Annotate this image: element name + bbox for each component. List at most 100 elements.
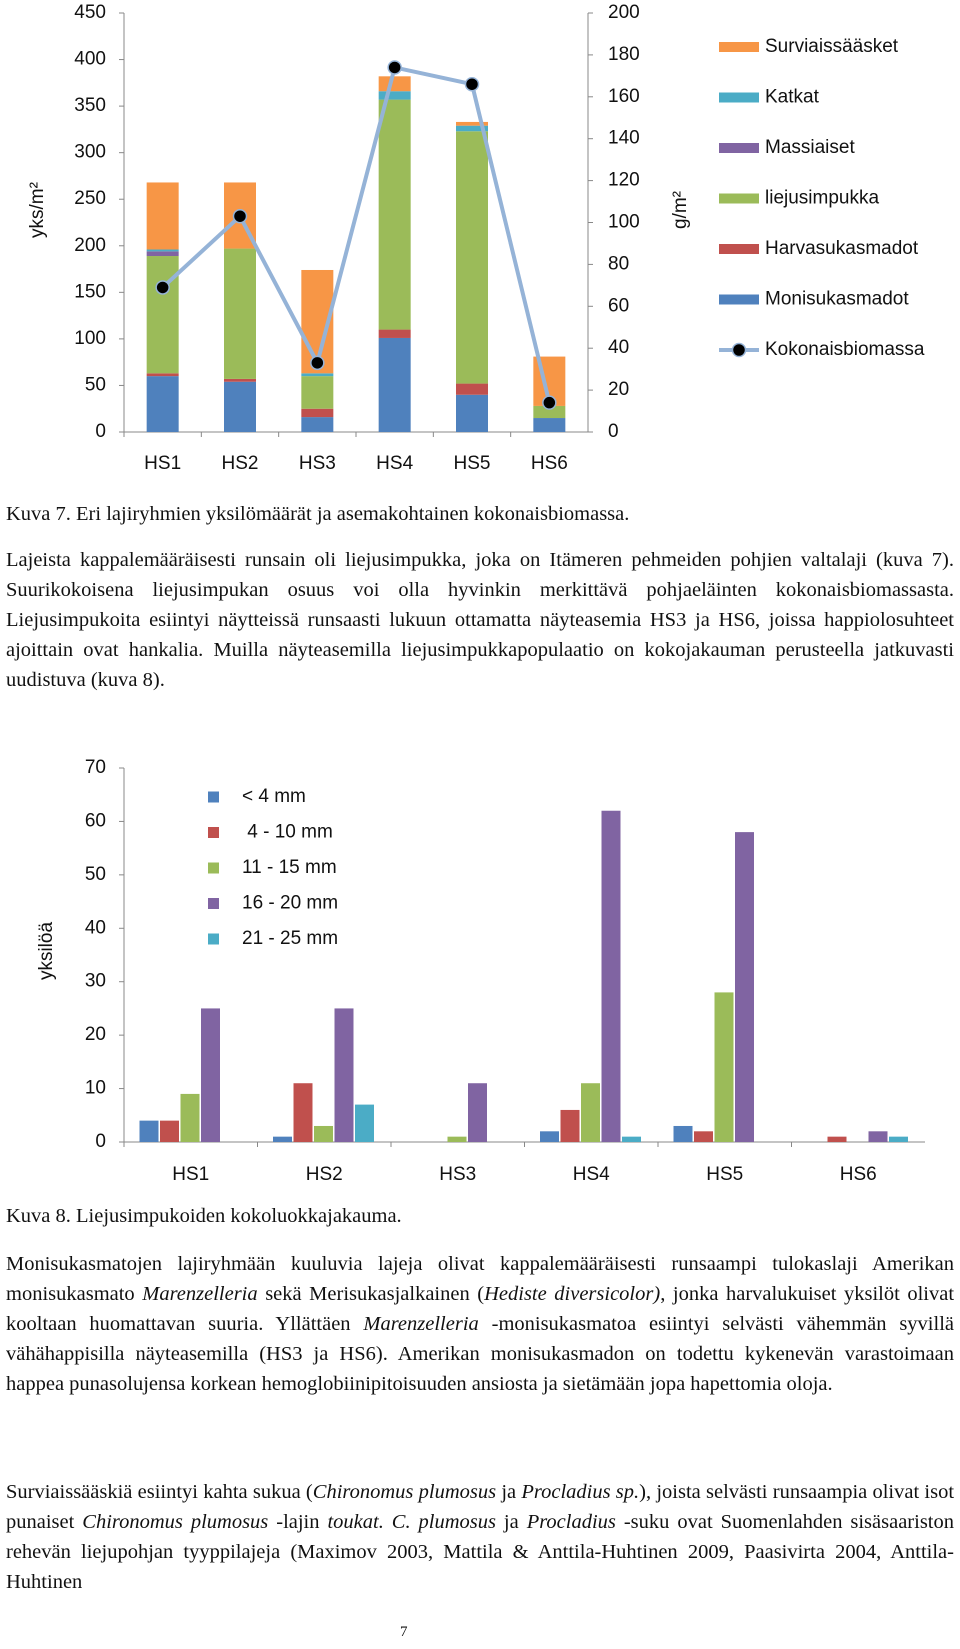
bar xyxy=(314,1125,333,1142)
x-tick-label: HS5 xyxy=(454,453,491,474)
bar-segment xyxy=(146,373,179,377)
y-axis-label: yksilöä xyxy=(36,922,57,981)
text-run: Chironomus plumosus xyxy=(312,1481,497,1503)
legend-swatch xyxy=(719,294,759,305)
bar xyxy=(673,1125,693,1142)
bar xyxy=(293,1083,313,1142)
bar xyxy=(735,832,754,1142)
line-marker xyxy=(542,395,557,410)
line-marker xyxy=(464,76,480,92)
text-run: Marenzelleria xyxy=(363,1313,479,1335)
text-run: Lajeista kappalemääräisesti runsain oli … xyxy=(6,549,954,691)
text-run: ja xyxy=(495,1511,527,1533)
paragraph: Surviaissääskiä esiintyi kahta sukua (Ch… xyxy=(6,1477,954,1597)
x-tick-label: HS6 xyxy=(531,453,568,474)
y-tick-label: 50 xyxy=(85,374,106,395)
text-run: toukat. C. plumosus xyxy=(327,1511,496,1533)
y2-tick-label: 200 xyxy=(608,2,640,23)
bar-segment xyxy=(224,381,256,432)
y2-tick-label: 0 xyxy=(608,421,619,442)
x-tick-label: HS3 xyxy=(299,453,336,474)
bar-segment xyxy=(378,337,411,432)
text-run: Procladius sp. xyxy=(521,1481,640,1503)
bar-segment xyxy=(533,405,566,419)
y-tick-label: 400 xyxy=(74,49,106,70)
text-run: Hediste diversicolor) xyxy=(484,1283,661,1305)
y-tick-label: 250 xyxy=(74,188,106,209)
y2-tick-label: 20 xyxy=(608,379,629,400)
bar-segment xyxy=(456,383,488,395)
chart-grouped: 0 10 20 30 40 50 60 70 yksilöä HS1 HS2 HS3 HS4 HS5 HS6… xyxy=(36,757,925,1185)
y-tick-label: 150 xyxy=(74,281,106,302)
bar xyxy=(714,992,734,1142)
bar xyxy=(201,1008,220,1142)
paragraph: Lajeista kappalemääräisesti runsain oli … xyxy=(6,545,954,695)
y2-tick-label: 180 xyxy=(608,44,640,65)
text-run: sekä Merisukasjalkainen ( xyxy=(257,1283,485,1305)
y2-tick-label: 140 xyxy=(608,128,640,149)
legend-label: liejusimpukka xyxy=(765,188,879,209)
line xyxy=(161,65,552,404)
legend-label: 4 - 10 mm xyxy=(242,822,333,843)
y-tick-label: 60 xyxy=(85,810,106,831)
bar-segment xyxy=(456,394,488,432)
legend-swatch xyxy=(208,827,219,838)
text-run: -monisukasmatoa esiintyi selvästi vähemm… xyxy=(6,1313,954,1395)
legend-marker xyxy=(731,342,747,358)
bar-segment xyxy=(301,417,334,432)
x-tick-label: HS1 xyxy=(144,453,181,474)
y-tick-label: 0 xyxy=(95,421,106,442)
x-tick-label: HS2 xyxy=(306,1164,343,1185)
bar-segment xyxy=(224,248,256,379)
legend-swatch xyxy=(719,143,759,153)
x-tick-label: HS2 xyxy=(222,453,259,474)
legend-label: Katkat xyxy=(765,87,820,108)
y-tick-label: 350 xyxy=(74,95,106,116)
bar-segment xyxy=(456,121,488,126)
bar xyxy=(468,1083,487,1142)
legend-swatch xyxy=(719,42,759,52)
text-run: Procladius xyxy=(526,1511,616,1533)
x-tick-label: HS6 xyxy=(840,1164,877,1185)
legend-swatch xyxy=(208,791,219,803)
bar xyxy=(694,1131,713,1142)
line-marker xyxy=(232,208,248,224)
legend-label: Surviaissääsket xyxy=(765,36,899,57)
legend-swatch xyxy=(208,862,219,874)
chart-stacked: 0 50 100 150 200 250 300 350 400 450 0 20 40 60 80 100 1… xyxy=(27,2,925,474)
text-run: ), joista selvästi runsaampia olivat iso… xyxy=(6,1481,955,1533)
legend-label: 11 - 15 mm xyxy=(242,857,337,878)
y-tick-label: 30 xyxy=(85,971,106,992)
x-tick-label: HS4 xyxy=(376,453,413,474)
bar xyxy=(540,1131,559,1142)
y-tick-label: 300 xyxy=(74,142,106,163)
caption: Kuva 7. Eri lajiryhmien yksilömäärät ja … xyxy=(6,503,630,525)
legend-label: Monisukasmadot xyxy=(765,289,909,310)
legend-label: Kokonaisbiomassa xyxy=(765,339,925,360)
y-axis-label: yks/m² xyxy=(27,182,48,238)
x-tick-label: HS5 xyxy=(706,1164,743,1185)
bar xyxy=(139,1120,159,1142)
bar xyxy=(581,1083,600,1142)
bar-segment xyxy=(146,249,179,252)
bar xyxy=(355,1104,374,1142)
bar xyxy=(889,1136,908,1142)
bar-segment xyxy=(456,125,488,132)
y2-tick-label: 40 xyxy=(608,337,629,358)
text-run: , jonka harvalukuiset yksilöt olivat koo… xyxy=(6,1283,955,1335)
bar xyxy=(868,1131,888,1142)
y2-tick-label: 100 xyxy=(608,212,640,233)
bar xyxy=(601,810,621,1142)
text-run: Monisukasmatojen lajiryhmään kuuluvia la… xyxy=(6,1253,954,1305)
legend-swatch xyxy=(719,193,759,204)
bar-segment xyxy=(224,378,256,382)
bar xyxy=(560,1109,580,1142)
legend-label: 16 - 20 mm xyxy=(242,893,338,914)
bar-segment xyxy=(301,373,334,377)
y-tick-label: 100 xyxy=(74,328,106,349)
legend-label: 21 - 25 mm xyxy=(242,928,338,949)
legend-swatch xyxy=(719,92,759,103)
bar-segment xyxy=(146,251,179,257)
y2-tick-label: 160 xyxy=(608,86,640,107)
